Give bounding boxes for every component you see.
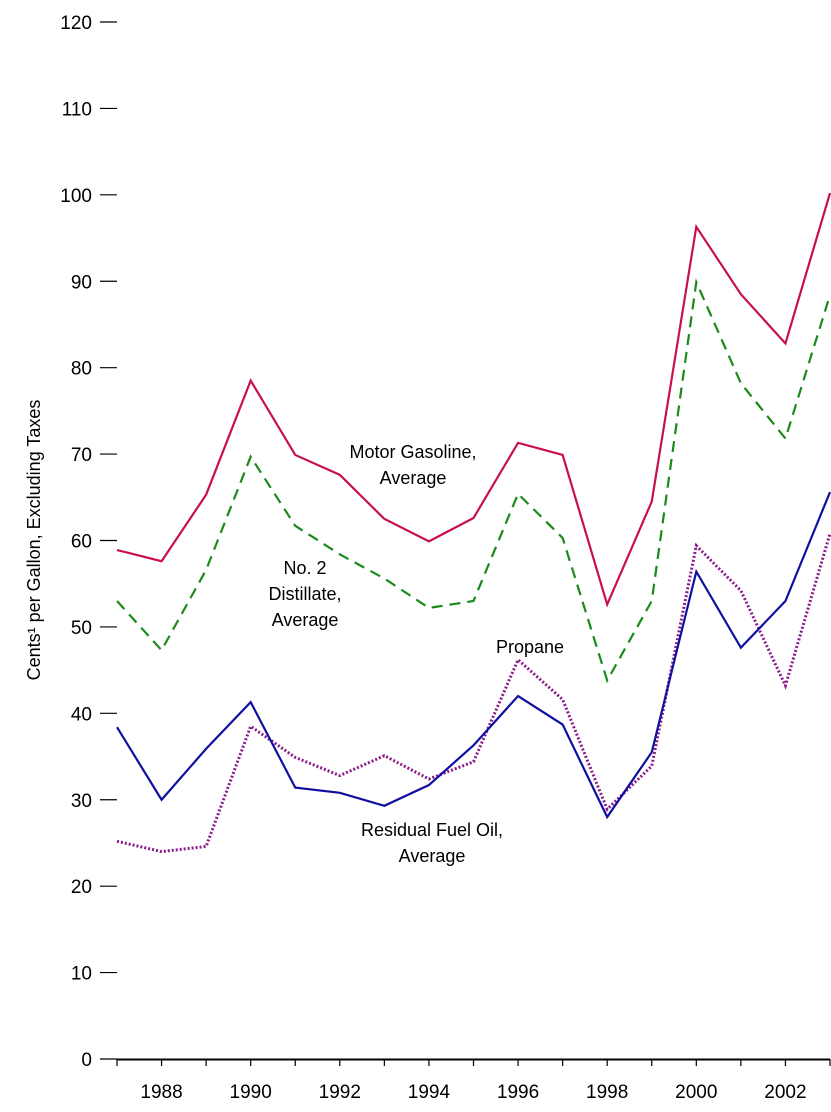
x-tick-label: 1994: [408, 1082, 451, 1103]
x-tick-label: 2000: [675, 1082, 717, 1103]
y-tick-label: 80: [71, 359, 92, 380]
y-tick-label: 60: [71, 532, 92, 553]
series-line-residual-fuel-oil-average: [116, 491, 831, 820]
series-line-no-2-distillate-average: [116, 278, 831, 684]
y-tick-label: 90: [71, 272, 92, 293]
x-tick-label: 1998: [586, 1082, 628, 1103]
x-tick-label: 1988: [140, 1082, 182, 1103]
x-tick-label: 1996: [497, 1082, 539, 1103]
y-tick-label: 10: [71, 964, 92, 985]
x-tick-label: 2002: [764, 1082, 806, 1103]
y-axis-title: Cents¹ per Gallon, Excluding Taxes: [24, 400, 44, 681]
series-annotation: Propane: [496, 637, 564, 657]
y-tick-label: 0: [81, 1050, 92, 1071]
y-tick-label: 110: [62, 99, 92, 120]
y-tick-label: 70: [71, 445, 92, 466]
y-tick-label: 50: [71, 618, 92, 639]
series-lines: [116, 192, 831, 854]
y-axis: 0 10 20 30 40 50 60 70 80 90 100 110 120: [60, 13, 117, 1071]
y-tick-label: 40: [71, 704, 92, 725]
series-annotation: No. 2: [283, 558, 326, 578]
series-annotation: Motor Gasoline,: [349, 442, 476, 462]
series-annotation: Average: [272, 610, 339, 630]
series-line-motor-gasoline-average: [116, 192, 831, 608]
annotations: Motor Gasoline, Average No. 2 Distillate, Av…: [268, 442, 564, 866]
series-annotation: Residual Fuel Oil,: [361, 820, 503, 840]
series-line-propane: [116, 533, 831, 854]
x-axis: 1988 1990 1992 1994 1996 1998 2000 2002: [116, 1058, 831, 1103]
y-tick-label: 120: [60, 13, 92, 34]
series-annotation: Distillate,: [268, 584, 341, 604]
x-tick-label: 1990: [230, 1082, 272, 1103]
x-tick-label: 1992: [319, 1082, 361, 1103]
series-annotation: Average: [399, 846, 466, 866]
y-tick-label: 30: [71, 791, 92, 812]
series-annotation: Average: [380, 468, 447, 488]
y-tick-label: 100: [60, 186, 92, 207]
y-tick-label: 20: [71, 877, 92, 898]
